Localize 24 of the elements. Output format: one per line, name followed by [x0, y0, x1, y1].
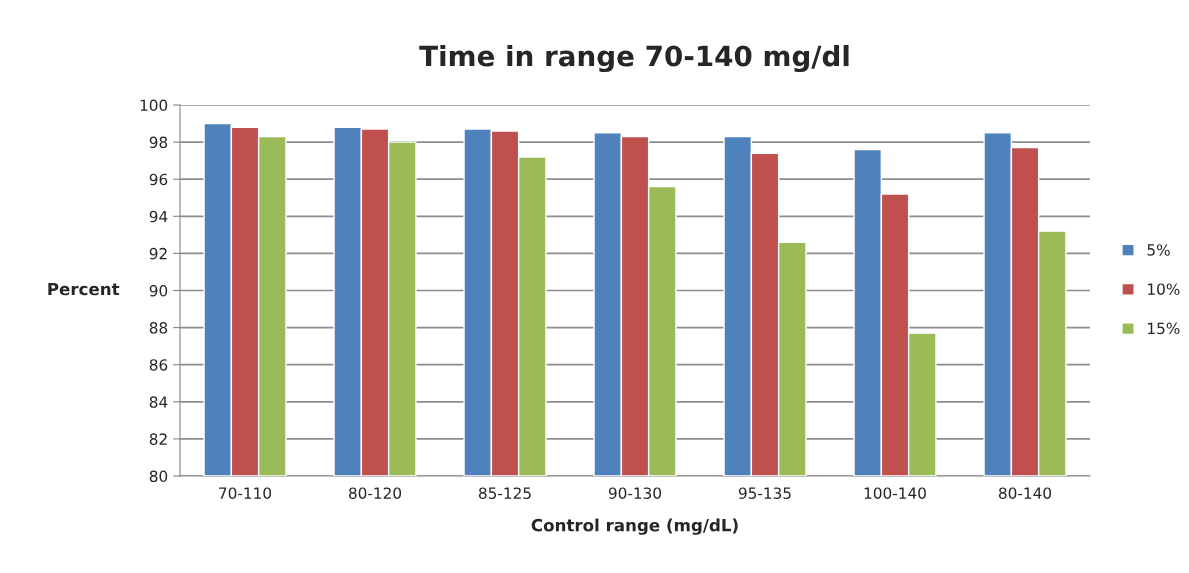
y-tick-label: 88	[149, 322, 168, 334]
x-tick-label: 80-120	[348, 487, 402, 499]
chart-title: Time in range 70-140 mg/dl	[419, 45, 849, 73]
x-axis-title: Control range (mg/dL)	[531, 518, 738, 535]
y-tick-label: 90	[149, 284, 168, 297]
y-tick-label: 94	[149, 210, 168, 223]
y-tick-label: 96	[149, 173, 168, 186]
x-tick-label: 80-140	[998, 487, 1052, 499]
x-tick-label: 100-140	[864, 487, 926, 499]
legend-label: 10%	[1148, 283, 1180, 295]
x-tick-label: 70-110	[219, 487, 272, 499]
y-tick-label: 84	[149, 396, 168, 408]
y-tick-label: 86	[149, 359, 168, 371]
y-tick-label: 82	[149, 433, 167, 445]
y-tick-label: 100	[140, 99, 168, 112]
x-tick-label: 85-125	[478, 487, 531, 499]
legend-label: 15%	[1148, 322, 1180, 335]
y-tick-label: 92	[149, 247, 167, 260]
y-axis-title: Percent	[48, 282, 120, 296]
legend-label: 5%	[1147, 244, 1170, 256]
x-tick-label: 95-135	[738, 487, 791, 499]
x-tick-label: 90-130	[608, 487, 662, 499]
y-tick-label: 98	[149, 136, 168, 149]
y-tick-label: 80	[149, 470, 168, 483]
